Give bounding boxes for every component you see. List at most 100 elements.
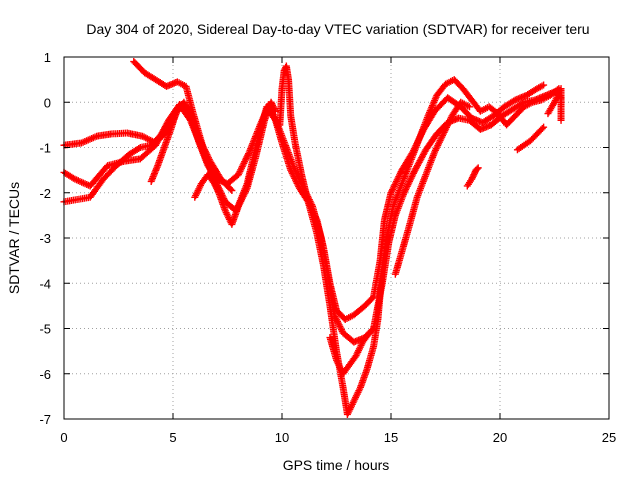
data-point — [213, 182, 216, 185]
data-point — [394, 273, 397, 276]
data-point — [132, 60, 135, 63]
data-point — [344, 318, 347, 321]
series-track-11 — [513, 123, 548, 154]
data-point — [361, 341, 364, 343]
data-point — [547, 112, 549, 115]
data-point — [479, 128, 482, 131]
data-point — [475, 169, 477, 171]
data-point — [549, 94, 551, 97]
data-point — [111, 133, 113, 135]
series-track-6 — [147, 112, 179, 185]
data-point — [316, 232, 318, 235]
series-markers — [463, 164, 482, 190]
data-point — [497, 112, 499, 115]
data-point — [383, 219, 386, 221]
data-point — [298, 187, 301, 190]
data-point — [176, 81, 179, 83]
data-point — [211, 173, 214, 176]
y-tick-label: -1 — [39, 141, 51, 156]
data-point — [536, 87, 538, 90]
data-point — [170, 128, 172, 131]
data-point — [163, 146, 166, 149]
series-layer — [60, 58, 565, 418]
data-point — [468, 119, 471, 122]
data-point — [364, 305, 366, 307]
data-point — [89, 196, 91, 199]
data-point — [525, 94, 527, 97]
data-point — [289, 115, 292, 117]
data-point — [342, 372, 344, 375]
data-point — [401, 169, 403, 171]
data-point — [529, 139, 532, 142]
data-point — [156, 164, 159, 167]
y-tick-label: -4 — [39, 276, 51, 291]
data-point — [490, 124, 493, 126]
y-tick-label: -2 — [39, 186, 51, 201]
data-point — [248, 151, 251, 153]
data-point — [322, 264, 325, 266]
data-point — [329, 336, 331, 339]
data-point — [433, 151, 436, 153]
data-point — [342, 332, 344, 334]
data-point — [139, 146, 142, 149]
series-track-5 — [276, 62, 563, 418]
series-track-4 — [130, 58, 279, 228]
data-point — [453, 78, 456, 81]
data-point — [106, 164, 109, 167]
data-point — [204, 155, 207, 158]
data-point — [174, 115, 176, 117]
data-point — [444, 83, 447, 85]
data-point — [403, 191, 405, 194]
x-tick-label: 25 — [602, 430, 616, 445]
series-markers — [513, 123, 548, 154]
data-point — [492, 115, 495, 117]
x-tick-label: 5 — [169, 430, 176, 445]
data-point — [409, 160, 412, 162]
data-point — [285, 146, 288, 149]
data-point — [540, 99, 543, 101]
data-point — [80, 142, 83, 144]
data-point — [505, 124, 508, 126]
series-track-12 — [544, 85, 565, 124]
data-point — [237, 173, 240, 176]
x-tick-label: 20 — [493, 430, 507, 445]
data-point — [287, 78, 290, 81]
y-tick-label: -5 — [39, 322, 51, 337]
data-point — [165, 85, 168, 88]
data-point — [512, 108, 514, 110]
data-point — [279, 124, 281, 126]
data-point — [74, 178, 76, 180]
data-point — [283, 69, 285, 72]
data-point — [394, 214, 397, 217]
data-point — [217, 191, 220, 194]
data-point — [368, 332, 371, 334]
data-point — [523, 144, 525, 147]
data-point — [139, 158, 142, 160]
data-point — [414, 169, 416, 171]
series-track-8 — [326, 329, 373, 378]
data-point — [342, 386, 344, 389]
data-point — [150, 144, 152, 147]
data-point — [274, 110, 277, 113]
data-point — [285, 65, 288, 67]
series-markers — [276, 62, 563, 418]
data-point — [95, 135, 98, 137]
data-point — [435, 133, 438, 135]
data-point — [416, 196, 418, 199]
data-point — [462, 87, 464, 90]
data-point — [459, 101, 462, 104]
data-point — [102, 178, 105, 180]
data-point — [457, 117, 460, 119]
data-point — [353, 400, 355, 402]
data-point — [270, 101, 272, 104]
data-point — [335, 359, 338, 361]
data-point — [523, 101, 525, 104]
data-point — [481, 121, 484, 124]
data-point — [514, 99, 517, 101]
data-point — [128, 153, 131, 156]
series-track-10 — [463, 164, 482, 190]
data-point — [372, 345, 375, 348]
data-point — [451, 115, 453, 117]
data-point — [76, 198, 78, 201]
data-point — [289, 169, 292, 171]
